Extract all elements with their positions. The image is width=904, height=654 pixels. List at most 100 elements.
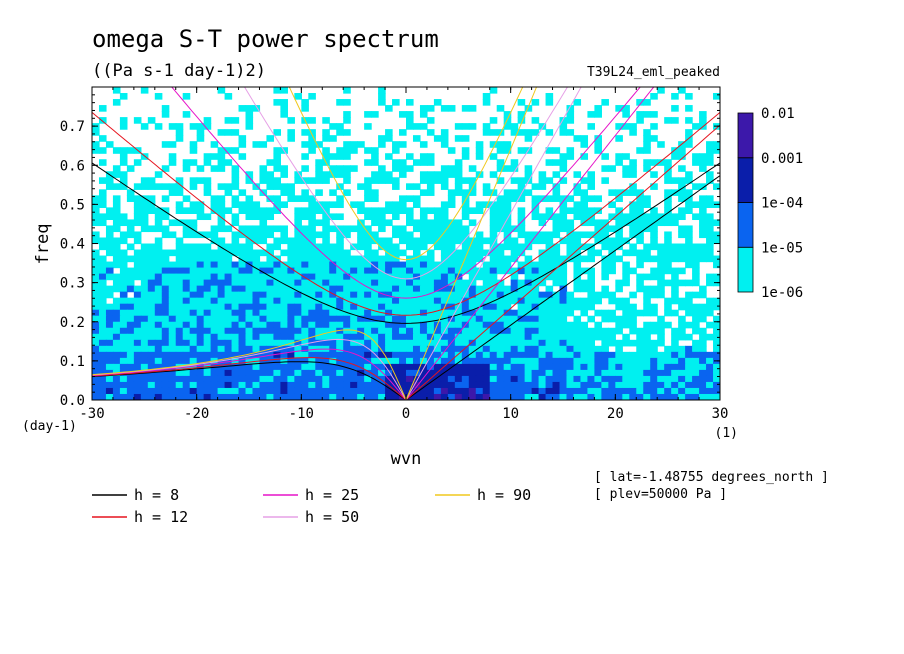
contour-cell <box>454 363 463 371</box>
contour-cell <box>440 297 449 305</box>
contour-cell <box>287 183 295 190</box>
contour-cell <box>489 273 498 281</box>
contour-cell <box>406 303 414 311</box>
contour-cell <box>496 345 505 353</box>
contour-cell <box>601 291 609 299</box>
contour-cell <box>357 387 365 395</box>
contour-cell <box>454 351 463 359</box>
contour-cell <box>489 255 498 263</box>
contour-cell <box>105 141 114 148</box>
contour-cell <box>112 165 121 172</box>
contour-cell <box>364 123 372 130</box>
contour-cell <box>224 243 233 251</box>
contour-cell <box>112 381 121 389</box>
contour-cell <box>433 207 442 214</box>
contour-cell <box>524 357 533 365</box>
contour-cell <box>224 117 233 124</box>
contour-cell <box>706 273 714 281</box>
contour-cell <box>636 219 644 227</box>
contour-cell <box>692 273 700 281</box>
contour-cell <box>461 267 470 275</box>
contour-cell <box>98 267 107 275</box>
contour-cell <box>105 393 114 400</box>
contour-cell <box>685 351 693 359</box>
contour-cell <box>294 357 302 365</box>
contour-cell <box>245 111 254 118</box>
contour-cell <box>524 381 533 389</box>
contour-cell <box>419 219 428 227</box>
contour-cell <box>182 93 191 100</box>
contour-cell <box>245 357 254 365</box>
contour-cell <box>392 375 400 383</box>
contour-cell <box>245 261 254 269</box>
contour-cell <box>517 213 526 221</box>
contour-cell <box>210 375 219 383</box>
contour-cell <box>713 219 720 227</box>
contour-cell <box>594 363 602 371</box>
contour-cell <box>112 333 121 341</box>
contour-cell <box>266 339 275 347</box>
contour-cell <box>105 339 114 347</box>
contour-cell <box>699 159 707 166</box>
contour-cell <box>308 297 316 305</box>
contour-cell <box>412 303 421 311</box>
contour-cell <box>92 375 100 383</box>
contour-cell <box>392 177 400 184</box>
contour-cell <box>538 219 547 227</box>
contour-cell <box>210 387 219 395</box>
contour-cell <box>699 393 707 400</box>
contour-cell <box>133 315 142 323</box>
contour-cell <box>252 225 261 233</box>
contour-cell <box>517 99 526 106</box>
contour-cell <box>657 393 665 400</box>
contour-cell <box>622 105 630 112</box>
contour-cell <box>503 351 512 359</box>
contour-cell <box>224 345 233 353</box>
contour-cell <box>580 189 589 196</box>
contour-cell <box>294 177 302 184</box>
contour-cell <box>378 351 386 359</box>
contour-cell <box>545 339 554 347</box>
contour-cell <box>350 273 358 281</box>
contour-cell <box>440 291 449 299</box>
contour-cell <box>643 111 651 118</box>
contour-cell <box>706 363 714 371</box>
contour-cell <box>454 291 463 299</box>
contour-cell <box>559 219 568 227</box>
contour-cell <box>524 243 533 251</box>
contour-cell <box>147 177 156 184</box>
contour-cell <box>419 153 428 160</box>
contour-cell <box>105 231 114 239</box>
contour-cell <box>308 375 316 383</box>
contour-cell <box>706 369 714 377</box>
contour-cell <box>245 213 254 221</box>
contour-cell <box>531 99 540 106</box>
contour-cell <box>343 369 351 377</box>
contour-cell <box>371 393 379 400</box>
contour-cell <box>371 321 379 329</box>
contour-cell <box>496 249 505 257</box>
contour-cell <box>147 387 156 395</box>
contour-cell <box>594 147 602 154</box>
contour-cell <box>336 321 344 329</box>
contour-cell <box>671 117 679 124</box>
contour-cell <box>615 207 623 214</box>
x-tick-label: 10 <box>502 406 519 422</box>
contour-cell <box>615 339 623 347</box>
contour-cell <box>678 345 686 353</box>
contour-cell <box>482 183 491 190</box>
contour-cell <box>482 123 491 130</box>
contour-cell <box>615 225 623 233</box>
contour-cell <box>252 237 261 245</box>
contour-cell <box>245 351 254 359</box>
contour-cell <box>336 345 344 353</box>
contour-cell <box>343 225 351 233</box>
contour-cell <box>454 393 463 400</box>
contour-cell <box>552 309 561 317</box>
contour-cell <box>308 267 316 275</box>
contour-cell <box>133 351 142 359</box>
contour-cell <box>287 315 295 323</box>
contour-cell <box>315 261 323 269</box>
contour-cell <box>357 225 365 233</box>
contour-cell <box>385 135 393 142</box>
